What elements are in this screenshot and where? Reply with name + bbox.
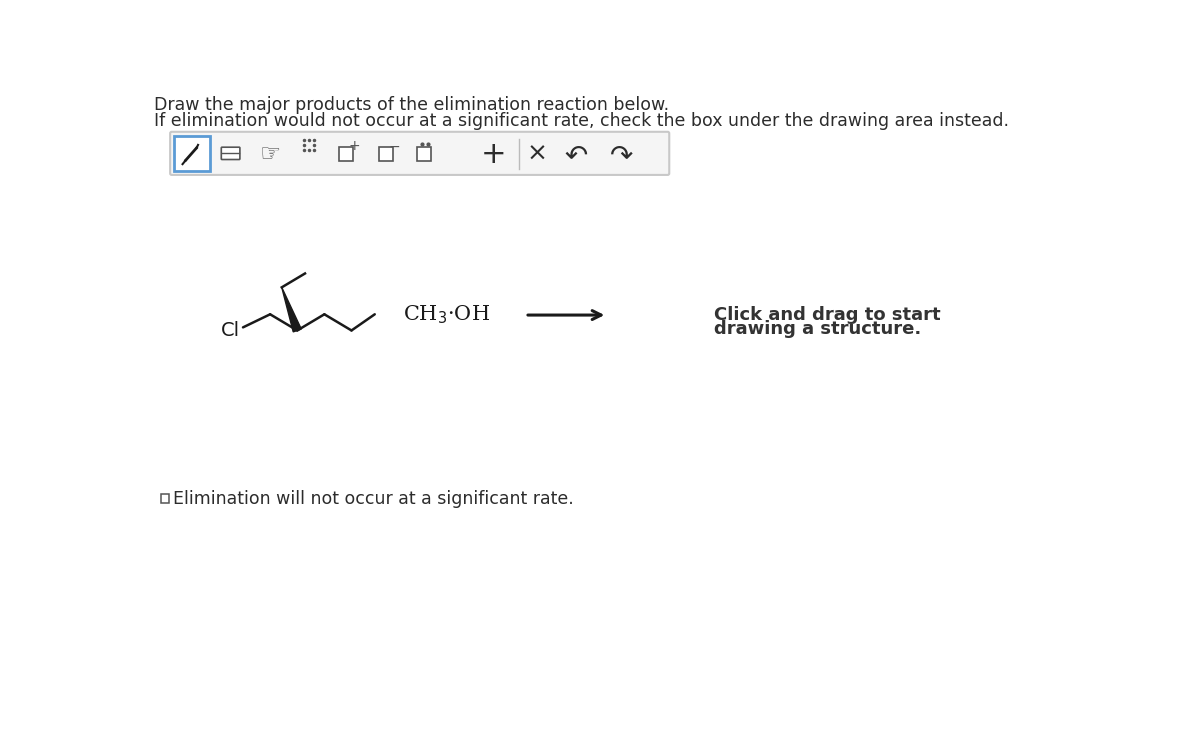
- Text: CH$_3$·OH: CH$_3$·OH: [402, 304, 490, 327]
- Text: +: +: [480, 140, 506, 168]
- Text: ×: ×: [527, 142, 548, 166]
- Polygon shape: [282, 287, 301, 332]
- Text: ↷: ↷: [610, 142, 632, 170]
- Bar: [379, 147, 392, 161]
- Text: −: −: [389, 140, 400, 154]
- Bar: [174, 136, 210, 171]
- FancyBboxPatch shape: [170, 132, 670, 175]
- Text: Draw the major products of the elimination reaction below.: Draw the major products of the eliminati…: [154, 96, 670, 115]
- Text: drawing a structure.: drawing a structure.: [714, 320, 922, 338]
- Text: If elimination would not occur at a significant rate, check the box under the dr: If elimination would not occur at a sign…: [154, 112, 1009, 130]
- Text: Elimination will not occur at a significant rate.: Elimination will not occur at a signific…: [173, 490, 574, 508]
- Text: ↶: ↶: [565, 142, 588, 170]
- Text: ☞: ☞: [259, 142, 281, 166]
- Text: Click and drag to start: Click and drag to start: [714, 306, 941, 324]
- Bar: [340, 147, 353, 161]
- Text: +: +: [349, 140, 360, 154]
- Bar: [161, 494, 169, 503]
- Text: Cl: Cl: [221, 321, 240, 340]
- FancyBboxPatch shape: [221, 147, 240, 160]
- Bar: [418, 147, 431, 161]
